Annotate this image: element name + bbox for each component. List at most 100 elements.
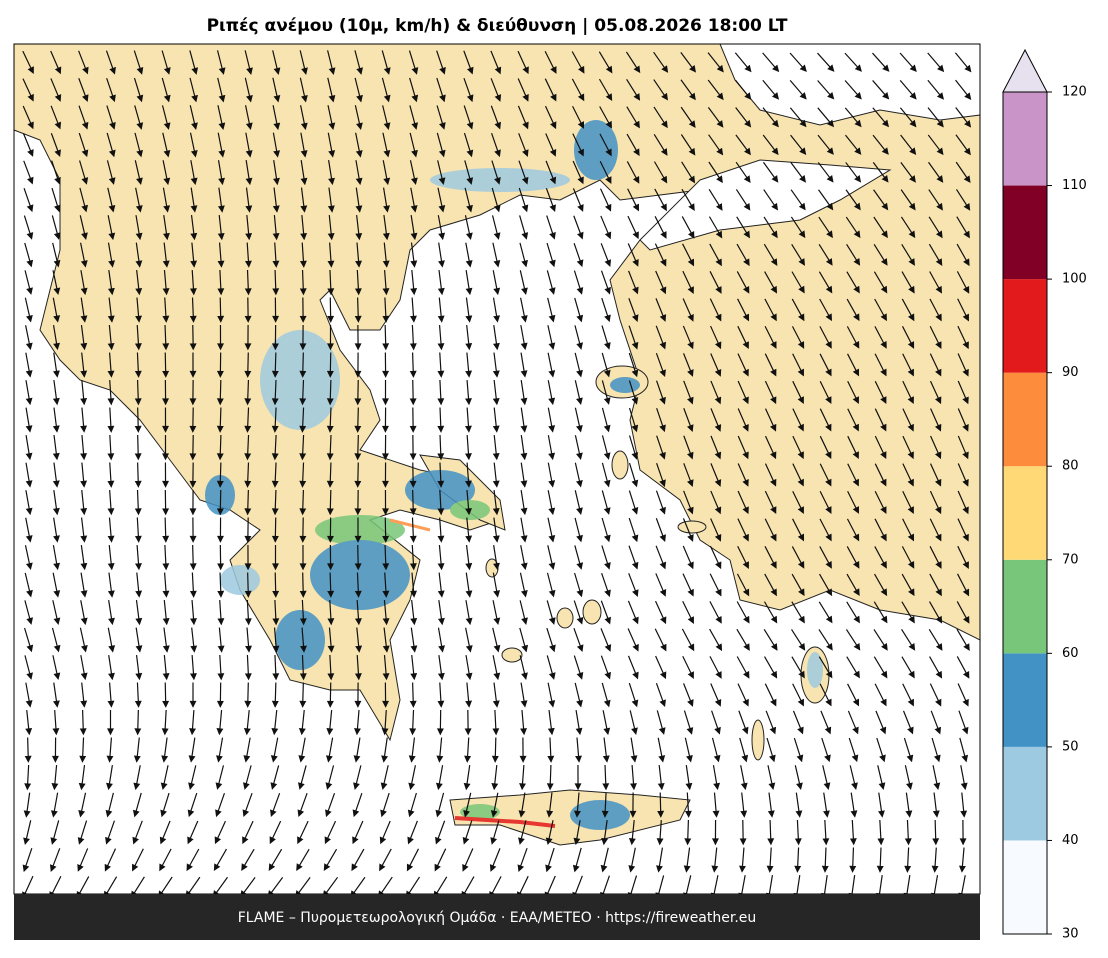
- wind-arrow: [327, 105, 336, 131]
- wind-arrow: [407, 820, 418, 845]
- wind-arrow: [762, 52, 780, 73]
- wind-arrow: [956, 271, 970, 294]
- wind-arrow: [546, 270, 556, 295]
- wind-arrow: [517, 848, 528, 873]
- wind-arrow: [873, 271, 888, 294]
- wind-arrow: [244, 544, 252, 571]
- wind-arrow: [108, 600, 115, 626]
- wind-arrow: [299, 434, 307, 461]
- wind-arrow: [465, 352, 473, 378]
- island: [751, 719, 765, 761]
- wind-arrow: [105, 50, 116, 75]
- wind-arrow: [326, 352, 334, 378]
- wind-arrow: [877, 792, 885, 818]
- wind-arrow: [23, 160, 34, 185]
- colorbar-extend: [1002, 48, 1048, 93]
- wind-arrow: [134, 517, 142, 543]
- wind-arrow: [107, 352, 115, 378]
- wind-arrow: [409, 517, 417, 543]
- wind-arrow: [162, 434, 169, 461]
- wind-arrow: [382, 379, 389, 406]
- wind-arrow: [655, 655, 667, 680]
- wind-arrow: [628, 435, 639, 460]
- wind-arrow: [326, 682, 334, 708]
- wind-arrow: [270, 737, 279, 763]
- wind-arrow: [409, 132, 418, 158]
- wind-arrow: [408, 765, 416, 791]
- wind-arrow: [737, 408, 749, 432]
- wind-arrow: [437, 324, 445, 351]
- wind-arrow: [79, 627, 88, 653]
- wind-arrow: [327, 187, 335, 213]
- wind-arrow: [381, 407, 389, 433]
- wind-arrow: [189, 709, 196, 736]
- wind-arrow: [956, 656, 970, 679]
- wind-arrow: [628, 298, 639, 323]
- wind-arrow: [465, 517, 473, 543]
- wind-arrows: [22, 50, 972, 901]
- wind-arrow: [244, 269, 252, 296]
- wind-arrow: [464, 160, 474, 185]
- wind-arrow: [463, 77, 474, 103]
- wind-arrow: [272, 654, 280, 681]
- wind-arrow: [326, 517, 334, 543]
- wind-arrow: [520, 380, 528, 406]
- wind-arrow: [382, 489, 389, 516]
- wind-arrow: [764, 271, 778, 294]
- wind-arrow: [244, 654, 252, 681]
- wind-arrow: [764, 380, 777, 405]
- wind-arrow: [794, 847, 802, 873]
- wind-arrow: [710, 380, 722, 405]
- wind-arrow: [628, 573, 639, 597]
- wind-arrow: [22, 105, 34, 130]
- wind-arrow: [162, 269, 170, 296]
- wind-arrow: [190, 627, 198, 653]
- wind-arrow: [107, 297, 115, 323]
- wind-arrow: [187, 792, 198, 818]
- wind-arrow: [354, 407, 362, 433]
- wind-arrow: [465, 682, 473, 708]
- wind-arrow: [601, 572, 611, 598]
- wind-arrow: [789, 80, 807, 100]
- wind-arrow: [708, 161, 723, 184]
- wind-arrow: [957, 435, 969, 460]
- wind-arrow: [216, 50, 226, 75]
- wind-arrow: [492, 270, 501, 296]
- wind-arrow: [24, 242, 34, 268]
- wind-arrow: [764, 408, 777, 432]
- wind-arrow: [846, 601, 860, 624]
- wind-arrow: [600, 847, 609, 873]
- wind-arrow: [955, 107, 972, 128]
- wind-arrow: [929, 463, 942, 487]
- wind-arrow: [710, 463, 722, 487]
- wind-arrow: [382, 517, 390, 543]
- wind-arrow: [655, 683, 666, 708]
- wind-arrow: [135, 242, 143, 268]
- wind-arrow: [683, 408, 694, 432]
- wind-arrow: [135, 544, 142, 571]
- wind-arrow: [901, 573, 915, 597]
- wind-arrow: [904, 765, 913, 791]
- colorbar-bin: [1003, 185, 1047, 280]
- wind-arrow: [299, 379, 307, 406]
- wind-arrow: [602, 737, 610, 763]
- wind-arrow: [379, 848, 392, 872]
- wind-arrow: [818, 244, 833, 266]
- wind-arrow: [628, 819, 636, 846]
- wind-arrow: [409, 379, 417, 406]
- wind-arrow: [872, 162, 889, 183]
- wind-arrow: [573, 600, 584, 625]
- wind-arrow: [735, 161, 751, 183]
- wind-arrow: [134, 434, 142, 461]
- wind-arrow: [25, 490, 33, 516]
- wind-arrow: [819, 435, 832, 460]
- wind-arrow: [873, 629, 888, 651]
- wind-arrow: [737, 463, 749, 487]
- wind-arrow: [820, 710, 832, 735]
- wind-arrow: [545, 133, 557, 157]
- wind-arrow: [190, 242, 198, 268]
- wind-arrow: [739, 737, 749, 763]
- wind-arrow: [872, 134, 889, 155]
- wind-arrow: [437, 682, 445, 708]
